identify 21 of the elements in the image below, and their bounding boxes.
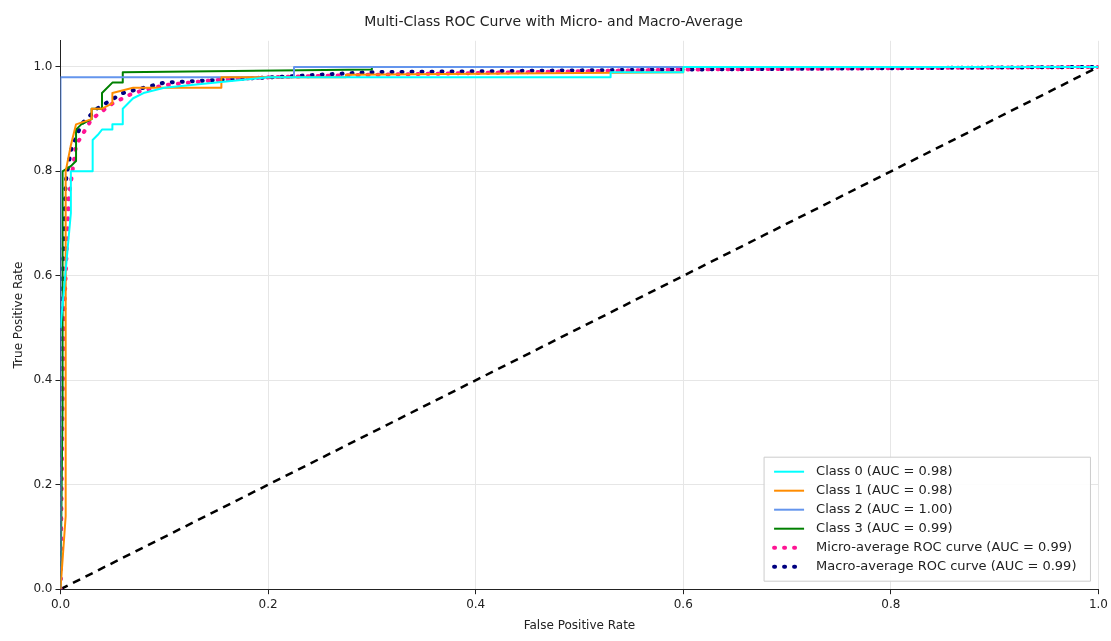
- x-tick-label: 0.4: [466, 596, 486, 611]
- legend-label: Class 1 (AUC = 0.98): [816, 482, 953, 498]
- legend-label: Class 0 (AUC = 0.98): [816, 463, 953, 479]
- x-tick-label: 0.6: [673, 596, 693, 611]
- legend-label: Micro-average ROC curve (AUC = 0.99): [816, 539, 1073, 555]
- x-axis-title: False Positive Rate: [523, 617, 636, 632]
- x-tick-label: 0.2: [258, 596, 278, 611]
- chart-title: Multi-Class ROC Curve with Micro- and Macro-Average: [364, 13, 743, 30]
- legend-label: Class 3 (AUC = 0.99): [816, 520, 953, 536]
- x-tick-label: 0.0: [50, 596, 71, 611]
- y-tick-label: 0.6: [33, 267, 53, 282]
- y-tick-label: 0.8: [33, 163, 53, 178]
- y-tick-label: 0.2: [33, 476, 53, 491]
- x-tick-label: 0.8: [881, 596, 901, 611]
- y-axis-title: True Positive Rate: [11, 261, 26, 370]
- legend-label: Macro-average ROC curve (AUC = 0.99): [816, 558, 1077, 574]
- legend-label: Class 2 (AUC = 1.00): [816, 501, 953, 517]
- x-tick-label: 1.0: [1088, 596, 1108, 611]
- y-tick-label: 0.0: [33, 581, 53, 596]
- y-tick-label: 1.0: [33, 59, 53, 74]
- y-tick-label: 0.4: [33, 372, 53, 387]
